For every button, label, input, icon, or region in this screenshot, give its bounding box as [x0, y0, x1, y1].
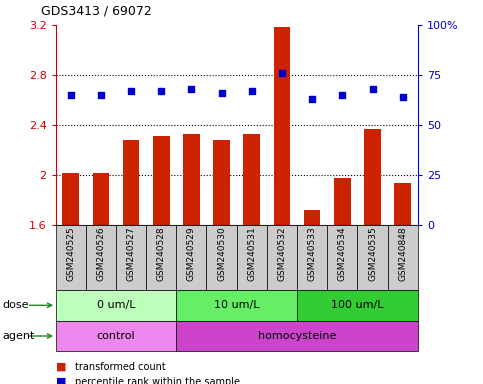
Text: transformed count: transformed count — [75, 362, 166, 372]
Bar — [176, 225, 207, 290]
Bar — [86, 225, 116, 290]
Text: GSM240532: GSM240532 — [277, 227, 286, 281]
Text: GSM240527: GSM240527 — [127, 227, 136, 281]
Bar — [334, 179, 351, 225]
Bar — [213, 140, 230, 225]
Bar — [388, 225, 418, 290]
Text: dose: dose — [2, 300, 29, 310]
Text: GSM240526: GSM240526 — [96, 227, 105, 281]
Text: GSM240535: GSM240535 — [368, 227, 377, 281]
Text: 0 um/L: 0 um/L — [97, 300, 135, 310]
Point — [399, 94, 407, 100]
Bar — [56, 290, 176, 321]
Bar — [364, 129, 381, 225]
Text: control: control — [97, 331, 135, 341]
Text: 10 um/L: 10 um/L — [214, 300, 259, 310]
Bar — [183, 134, 199, 225]
Point — [157, 88, 165, 94]
Point — [97, 92, 105, 98]
Text: GSM240528: GSM240528 — [156, 227, 166, 281]
Text: agent: agent — [2, 331, 35, 341]
Bar — [153, 136, 170, 225]
Point — [278, 70, 286, 76]
Text: GSM240534: GSM240534 — [338, 227, 347, 281]
Bar — [93, 174, 109, 225]
Text: ■: ■ — [56, 377, 66, 384]
Bar — [62, 174, 79, 225]
Bar — [297, 225, 327, 290]
Bar — [267, 225, 297, 290]
Point — [67, 92, 74, 98]
Text: GSM240533: GSM240533 — [308, 227, 317, 281]
Bar — [327, 225, 357, 290]
Text: GSM240531: GSM240531 — [247, 227, 256, 281]
Bar — [207, 225, 237, 290]
Bar — [297, 290, 418, 321]
Text: ■: ■ — [56, 362, 66, 372]
Bar — [304, 210, 320, 225]
Text: homocysteine: homocysteine — [258, 331, 336, 341]
Text: GSM240525: GSM240525 — [66, 227, 75, 281]
Text: percentile rank within the sample: percentile rank within the sample — [75, 377, 240, 384]
Bar — [123, 140, 139, 225]
Bar — [243, 134, 260, 225]
Text: 100 um/L: 100 um/L — [331, 300, 384, 310]
Text: GSM240530: GSM240530 — [217, 227, 226, 281]
Point — [339, 92, 346, 98]
Bar — [56, 321, 176, 351]
Point — [369, 86, 376, 92]
Text: GSM240529: GSM240529 — [187, 227, 196, 281]
Bar — [116, 225, 146, 290]
Point — [248, 88, 256, 94]
Bar — [176, 321, 418, 351]
Text: GDS3413 / 69072: GDS3413 / 69072 — [41, 4, 152, 17]
Bar — [274, 28, 290, 225]
Point — [127, 88, 135, 94]
Bar — [176, 290, 297, 321]
Bar — [395, 184, 411, 225]
Bar — [146, 225, 176, 290]
Text: GSM240848: GSM240848 — [398, 227, 407, 281]
Bar — [237, 225, 267, 290]
Point — [308, 96, 316, 102]
Bar — [56, 225, 86, 290]
Point — [218, 90, 226, 96]
Bar — [357, 225, 388, 290]
Point — [187, 86, 195, 92]
